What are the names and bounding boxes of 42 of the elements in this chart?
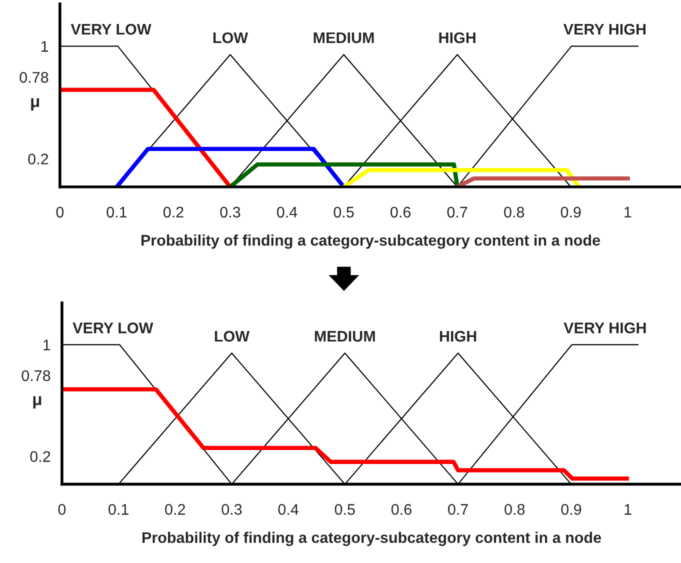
x-tick-label: 0.6 <box>390 206 410 218</box>
series-label: LOW <box>213 32 248 44</box>
x-tick-label: 0 <box>56 206 64 218</box>
y-axis-title: μ <box>31 98 40 110</box>
x-tick-label: 0.4 <box>276 206 298 218</box>
y-axis-title: μ <box>33 396 42 408</box>
x-axis-title: Probability of finding a category-subcategory content in a node <box>141 234 600 249</box>
x-tick-label: 0.8 <box>504 206 524 218</box>
x-tick-label: 0.2 <box>165 504 185 515</box>
x-axis-title: Probability of finding a category-subcategory content in a node <box>142 532 602 546</box>
series-label: HIGH <box>439 32 476 44</box>
y-tick-label: 0.78 <box>22 370 50 382</box>
x-tick-label: 1 <box>624 206 632 218</box>
x-tick-label: 0.8 <box>504 504 525 515</box>
x-tick-label: 0.9 <box>561 504 582 515</box>
series-label: LOW <box>214 330 250 342</box>
x-tick-label: 0.6 <box>391 504 412 515</box>
x-tick-label: 0 <box>58 504 66 515</box>
x-tick-label: 0.7 <box>447 206 468 218</box>
series-label: VERY LOW <box>70 24 152 35</box>
y-tick-label: 0.2 <box>28 154 48 164</box>
series-label: MEDIUM <box>314 331 375 342</box>
x-tick-label: 0.3 <box>222 504 242 515</box>
y-tick-label: 0.2 <box>30 451 50 462</box>
x-tick-label: 0.3 <box>220 206 240 218</box>
x-tick-label: 0.7 <box>448 504 468 515</box>
x-tick-label: 0.9 <box>560 206 581 218</box>
series-label: MEDIUM <box>314 32 374 44</box>
series-label: HIGH <box>440 330 476 342</box>
x-tick-label: 0.5 <box>334 504 355 515</box>
y-tick-label: 1 <box>41 41 48 52</box>
x-tick-label: 1 <box>624 504 632 515</box>
y-tick-label: 1 <box>44 340 50 350</box>
x-tick-label: 0.2 <box>163 206 184 218</box>
series-label: VERY HIGH <box>564 322 646 334</box>
x-tick-label: 0.5 <box>334 206 354 218</box>
x-tick-label: 0.1 <box>108 504 128 515</box>
x-tick-label: 0.4 <box>278 504 298 515</box>
series-label: VERY HIGH <box>563 24 646 35</box>
series-label: VERY LOW <box>72 322 154 334</box>
y-tick-label: 0.78 <box>20 72 48 83</box>
x-tick-label: 0.1 <box>106 206 127 218</box>
